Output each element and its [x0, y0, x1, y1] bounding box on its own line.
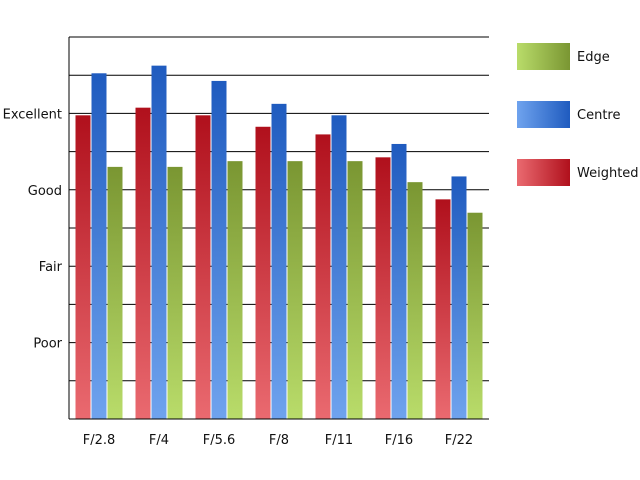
bar-weighted-f-2-8 [76, 115, 91, 419]
bar-edge-f-22 [468, 213, 483, 419]
bar-weighted-f-8 [256, 127, 271, 419]
bar-weighted-f-11 [316, 134, 331, 419]
bar-edge-f-2-8 [108, 167, 123, 419]
x-tick-label: F/8 [269, 433, 289, 448]
bar-weighted-f-16 [376, 157, 391, 419]
bar-centre-f-16 [392, 144, 407, 419]
legend-swatch-weighted [517, 159, 570, 186]
legend: Edge Centre Weighted [517, 43, 639, 186]
x-tick-label: F/22 [445, 433, 473, 448]
legend-swatch-centre [517, 101, 570, 128]
x-tick-label: F/16 [385, 433, 413, 448]
bar-centre-f-8 [272, 104, 287, 419]
bar-edge-f-16 [408, 182, 423, 419]
x-tick-label: F/11 [325, 433, 353, 448]
y-tick-label: Fair [39, 260, 63, 275]
bar-centre-f-2-8 [92, 73, 107, 419]
legend-label-edge: Edge [577, 50, 610, 65]
bar-centre-f-22 [452, 176, 467, 419]
legend-label-weighted: Weighted [577, 166, 639, 181]
legend-swatch-edge [517, 43, 570, 70]
bars [76, 66, 483, 419]
x-tick-labels: F/2.8 F/4 F/5.6 F/8 F/11 F/16 F/22 [83, 433, 473, 448]
bar-edge-f-8 [288, 161, 303, 419]
x-tick-label: F/5.6 [203, 433, 236, 448]
bar-edge-f-4 [168, 167, 183, 419]
y-tick-label: Poor [33, 337, 62, 352]
legend-label-centre: Centre [577, 108, 620, 123]
bar-weighted-f-4 [136, 108, 151, 419]
bar-weighted-f-22 [436, 199, 451, 419]
x-tick-label: F/2.8 [83, 433, 116, 448]
y-tick-label: Good [28, 184, 62, 199]
bar-edge-f-5-6 [228, 161, 243, 419]
bar-centre-f-4 [152, 66, 167, 419]
bar-weighted-f-5-6 [196, 115, 211, 419]
y-tick-labels: Poor Fair Good Excellent [3, 107, 63, 351]
bar-edge-f-11 [348, 161, 363, 419]
y-tick-label: Excellent [3, 107, 62, 122]
bar-centre-f-5-6 [212, 81, 227, 419]
bar-centre-f-11 [332, 115, 347, 419]
x-tick-label: F/4 [149, 433, 169, 448]
